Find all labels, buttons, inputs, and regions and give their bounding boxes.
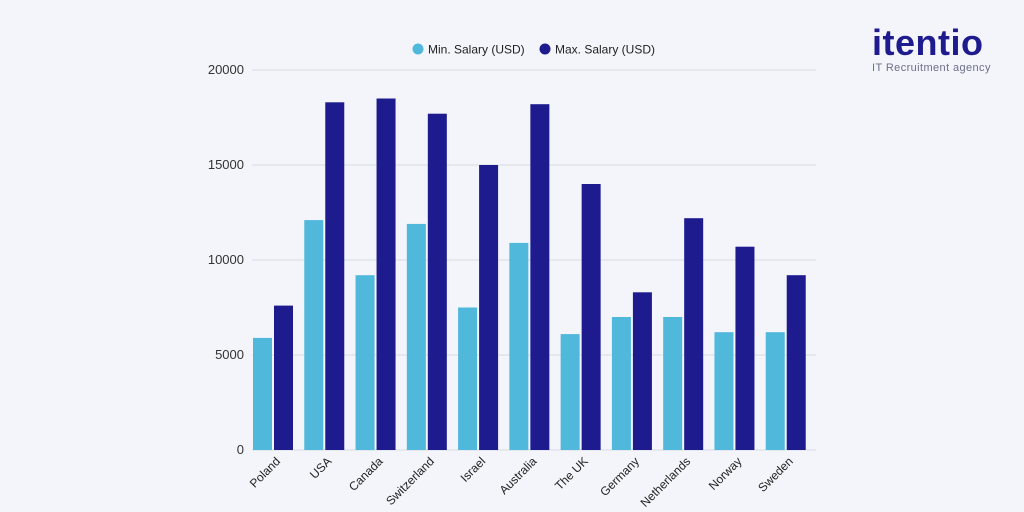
bar-max <box>786 275 806 450</box>
bar-max <box>479 165 499 450</box>
bar-min <box>765 332 785 450</box>
x-category-label: Germany <box>597 454 642 499</box>
bar-max <box>530 104 550 450</box>
bar-max <box>376 98 396 450</box>
x-category-label: Israel <box>458 454 489 485</box>
bar-min <box>304 220 324 450</box>
y-tick-label: 5000 <box>215 347 244 362</box>
legend-swatch <box>539 43 551 55</box>
bar-max <box>735 246 755 450</box>
bar-min <box>406 223 426 450</box>
y-axis-ticks: 0 5000 10000 15000 20000 <box>208 62 244 457</box>
bar-min <box>509 242 529 450</box>
x-category-label: Switzerland <box>383 454 437 508</box>
bar-max <box>427 113 447 450</box>
x-category-label: USA <box>307 454 334 481</box>
y-tick-label: 10000 <box>208 252 244 267</box>
y-tick-label: 0 <box>237 442 244 457</box>
x-category-label: Poland <box>247 454 283 490</box>
bar-max <box>581 184 601 450</box>
bar-min <box>611 317 631 450</box>
y-tick-label: 15000 <box>208 157 244 172</box>
bar-min <box>253 337 272 450</box>
bar-max <box>325 102 345 451</box>
x-category-label: The UK <box>552 454 591 493</box>
bar-max <box>632 292 652 450</box>
legend-swatch <box>412 43 424 55</box>
x-category-label: Norway <box>706 454 745 493</box>
brand-tagline: IT Recruitment agency <box>872 62 991 74</box>
bar-max <box>274 305 293 450</box>
x-category-label: Canada <box>346 454 386 494</box>
legend-label: Max. Salary (USD) <box>555 43 655 57</box>
x-category-label: Sweden <box>755 454 796 495</box>
bar-max <box>684 218 704 450</box>
y-tick-label: 20000 <box>208 62 244 77</box>
bar-min <box>355 275 375 450</box>
bar-min <box>714 332 734 450</box>
bars <box>253 98 806 451</box>
x-category-label: Netherlands <box>638 454 694 510</box>
bar-min <box>458 307 478 450</box>
legend: Min. Salary (USD) Max. Salary (USD) <box>412 43 655 57</box>
bar-min <box>663 317 683 450</box>
x-category-label: Australia <box>497 454 540 497</box>
brand-logo: itentio IT Recruitment agency <box>872 22 1002 75</box>
legend-label: Min. Salary (USD) <box>428 43 525 57</box>
brand-name: itentio <box>872 22 984 63</box>
bar-min <box>560 334 580 450</box>
